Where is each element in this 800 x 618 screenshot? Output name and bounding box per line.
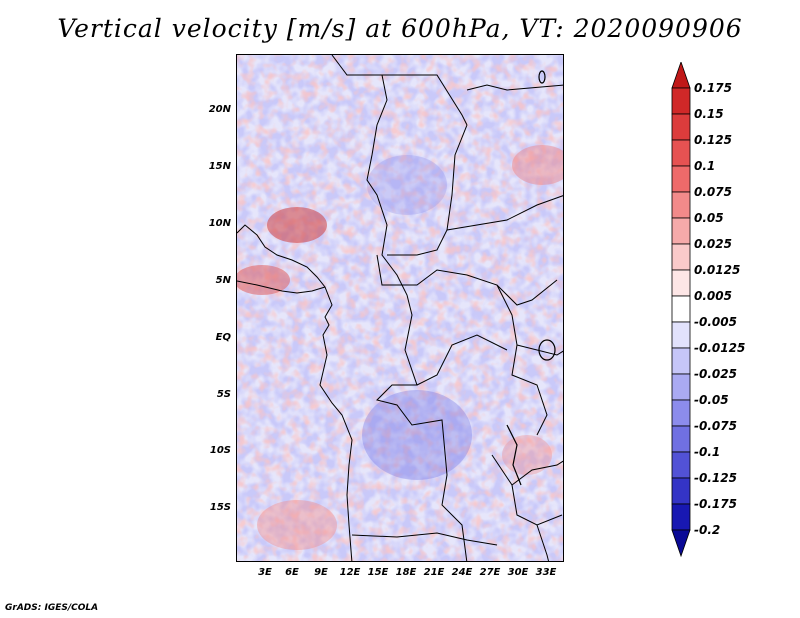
lakes: [506, 70, 556, 486]
lat-label: 20N: [208, 104, 231, 115]
colorbar-label: 0.005: [694, 289, 732, 303]
colorbar-swatch: [671, 113, 691, 141]
colorbar-label: -0.005: [694, 315, 737, 329]
lat-label: 15S: [209, 502, 231, 513]
colorbar-swatch: [671, 477, 691, 505]
colorbar-swatch: [671, 87, 691, 115]
colorbar-swatch: [671, 191, 691, 219]
lon-label: 15E: [367, 567, 389, 578]
updraft-cell: [267, 207, 327, 243]
upward-motion-texture: [237, 55, 563, 561]
lat-label: 10S: [209, 445, 231, 456]
colorbar-swatch: [671, 321, 691, 349]
velocity-field: [237, 55, 563, 561]
colorbar-swatch: [671, 503, 691, 531]
colorbar-swatch: [671, 269, 691, 297]
software-credit: GrADS: IGES/COLA: [5, 603, 99, 613]
colorbar-label: 0.175: [694, 81, 732, 95]
colorbar-label: 0.075: [694, 185, 732, 199]
colorbar-swatch: [671, 139, 691, 167]
lat-label: EQ: [215, 332, 231, 343]
colorbar-swatch: [671, 347, 691, 375]
downdraft-area: [362, 390, 472, 480]
lat-label: 5S: [216, 389, 231, 400]
country-borders: [237, 55, 563, 561]
colorbar-label: -0.175: [694, 497, 737, 511]
updraft-cell: [512, 145, 563, 185]
colorbar-label: 0.025: [694, 237, 732, 251]
colorbar-label: -0.025: [694, 367, 737, 381]
colorbar-swatch: [671, 529, 691, 558]
colorbar: [671, 62, 691, 558]
colorbar-label: -0.075: [694, 419, 737, 433]
colorbar-swatch: [671, 62, 691, 89]
colorbar-label: 0.1: [694, 159, 716, 173]
colorbar-label: -0.2: [694, 523, 721, 537]
colorbar-label: 0.15: [694, 107, 724, 121]
colorbar-swatch: [671, 399, 691, 427]
colorbar-label: -0.1: [694, 445, 721, 459]
lon-label: 9E: [314, 567, 328, 578]
colorbar-swatch: [671, 217, 691, 245]
colorbar-swatch: [671, 165, 691, 193]
lat-label: 10N: [208, 218, 231, 229]
updraft-cell: [257, 500, 337, 550]
lon-label: 21E: [423, 567, 445, 578]
colorbar-label: 0.0125: [694, 263, 741, 277]
lon-label: 18E: [395, 567, 417, 578]
downdraft-area: [367, 155, 447, 215]
lat-label: 15N: [208, 161, 231, 172]
chart-title: Vertical velocity [m/s] at 600hPa, VT: 2…: [57, 14, 743, 43]
colorbar-label: -0.0125: [694, 341, 746, 355]
colorbar-label: 0.05: [694, 211, 724, 225]
map-panel: [236, 54, 564, 562]
colorbar-swatch: [671, 425, 691, 453]
colorbar-swatch: [671, 451, 691, 479]
lon-label: 6E: [285, 567, 299, 578]
updraft-cell: [502, 435, 552, 475]
colorbar-label: 0.125: [694, 133, 732, 147]
lon-label: 24E: [451, 567, 473, 578]
lat-label: 5N: [215, 275, 231, 286]
lon-label: 27E: [479, 567, 501, 578]
colorbar-swatch: [671, 295, 691, 323]
colorbar-swatch: [671, 373, 691, 401]
lon-label: 30E: [507, 567, 529, 578]
lon-label: 12E: [339, 567, 361, 578]
colorbar-swatch: [671, 243, 691, 271]
colorbar-label: -0.125: [694, 471, 737, 485]
colorbar-label: -0.05: [694, 393, 729, 407]
lon-label: 3E: [258, 567, 272, 578]
lon-label: 33E: [535, 567, 557, 578]
updraft-cell: [237, 265, 290, 295]
